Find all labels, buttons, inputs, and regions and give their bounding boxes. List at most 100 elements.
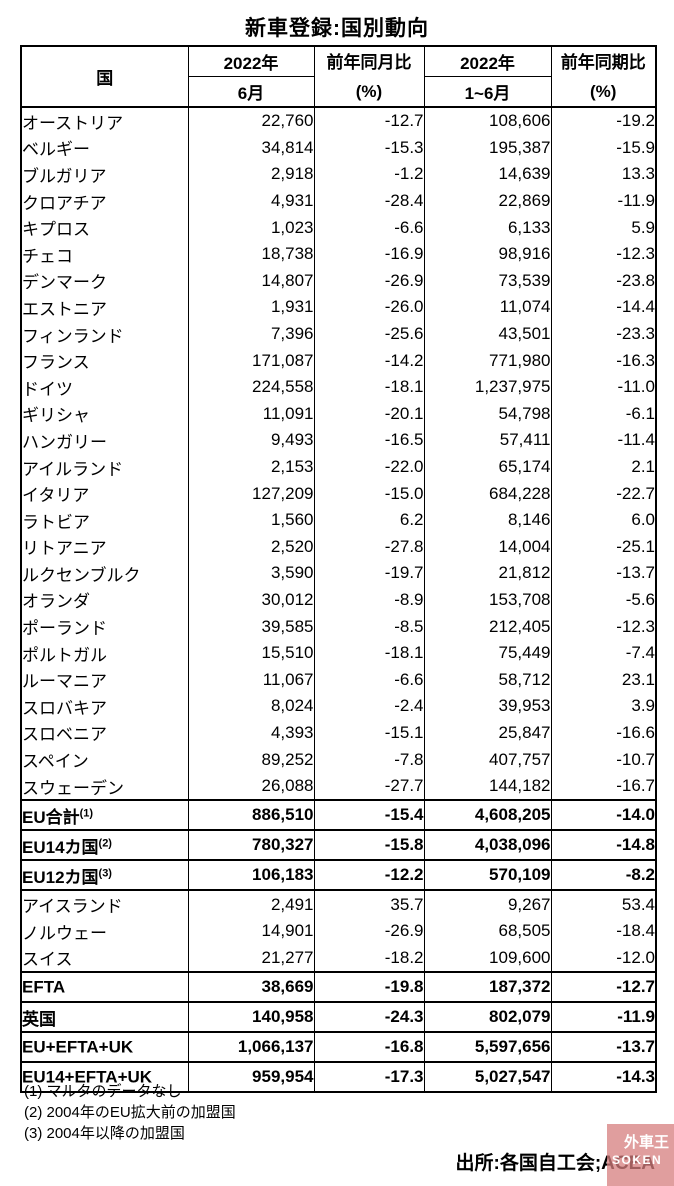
- country-label: EU14カ国: [22, 837, 99, 857]
- country-label: スイス: [22, 950, 73, 970]
- yoy-period-value: -18.4: [550, 918, 656, 945]
- footnote-line: (2) 2004年のEU拡大前の加盟国: [24, 1104, 236, 1121]
- yoy-period-value: 3.9: [550, 693, 656, 720]
- h1-2022-value: 11,074: [423, 294, 551, 321]
- yoy-month-value: -1.2: [313, 161, 424, 188]
- table-row: フランス 171,087 -14.2 771,980 -16.3: [20, 347, 656, 374]
- h1-2022-value: 407,757: [423, 746, 551, 773]
- country-label: アイスランド: [22, 897, 123, 917]
- yoy-period-value: 23.1: [550, 666, 656, 694]
- yoy-month-value: 6.2: [313, 506, 424, 534]
- table-row: エストニア 1,931 -26.0 11,074 -14.4: [20, 294, 656, 321]
- yoy-month-value: -18.1: [313, 639, 424, 667]
- country-label: EU14+EFTA+UK: [22, 1067, 153, 1087]
- h1-2022-value: 14,639: [423, 161, 551, 188]
- country-label: ポルトガル: [22, 645, 107, 665]
- jun-2022-value: 34,814: [187, 134, 314, 162]
- country-label: スロベニア: [22, 725, 107, 745]
- yoy-period-value: -6.1: [550, 400, 656, 428]
- footnote-line: (1) マルタのデータなし: [24, 1083, 182, 1100]
- yoy-month-value: -18.2: [313, 944, 424, 973]
- yoy-period-value: 6.0: [550, 506, 656, 534]
- jun-2022-value: 11,091: [187, 400, 314, 428]
- source-note: 出所:各国自工会;ACEA: [455, 1153, 656, 1174]
- country-label: ギリシャ: [22, 406, 90, 426]
- country-label: フィンランド: [22, 326, 124, 346]
- country-cell: EU14+EFTA+UK: [20, 1061, 188, 1094]
- yoy-period-value: -5.6: [550, 586, 656, 614]
- country-label: デンマーク: [22, 273, 107, 293]
- yoy-period-value: -15.9: [550, 134, 656, 162]
- jun-2022-value: 26,088: [187, 772, 314, 801]
- h1-2022-value: 6,133: [423, 214, 551, 241]
- table-row: ポルトガル 15,510 -18.1 75,449 -7.4: [20, 639, 656, 667]
- country-label: EU+EFTA+UK: [22, 1037, 134, 1057]
- jun-2022-value: 89,252: [187, 746, 314, 773]
- yoy-month-value: -15.3: [313, 134, 424, 162]
- yoy-month-value: -7.8: [313, 746, 424, 773]
- jun-2022-value: 30,012: [187, 586, 314, 614]
- header-yoy-month: 前年同月比 (%): [313, 46, 424, 108]
- jun-2022-value: 18,738: [187, 240, 314, 268]
- table-row: スロベニア 4,393 -15.1 25,847 -16.6: [20, 719, 656, 747]
- table-row: ハンガリー 9,493 -16.5 57,411 -11.4: [20, 427, 656, 454]
- page-title: 新車登録:国別動向: [245, 17, 429, 40]
- jun-2022-value: 38,669: [187, 971, 314, 1004]
- jun-2022-value: 9,493: [187, 427, 314, 454]
- table-row: ノルウェー 14,901 -26.9 68,505 -18.4: [20, 918, 656, 945]
- country-label: ルクセンブルク: [22, 565, 141, 585]
- table-row: EU12カ国(3) 106,183 -12.2 570,109 -8.2: [20, 859, 656, 892]
- country-label: イタリア: [22, 486, 90, 506]
- yoy-period-value: -11.0: [550, 373, 656, 401]
- country-label: エストニア: [22, 299, 107, 319]
- yoy-month-value: -20.1: [313, 400, 424, 428]
- h1-2022-value: 8,146: [423, 506, 551, 534]
- jun-2022-value: 1,066,137: [187, 1031, 314, 1064]
- country-cell: ギリシャ: [20, 400, 188, 428]
- country-cell: リトアニア: [20, 533, 188, 561]
- h1-2022-value: 22,869: [423, 187, 551, 215]
- h1-2022-value: 144,182: [423, 772, 551, 801]
- country-label: ハンガリー: [22, 432, 107, 452]
- country-cell: クロアチア: [20, 187, 188, 215]
- yoy-period-value: 2.1: [550, 453, 656, 481]
- yoy-month-value: -8.9: [313, 586, 424, 614]
- yoy-month-value: -14.2: [313, 347, 424, 374]
- yoy-period-value: -25.1: [550, 533, 656, 561]
- h1-2022-value: 684,228: [423, 480, 551, 507]
- header-country: 国: [20, 46, 188, 108]
- table-row: スペイン 89,252 -7.8 407,757 -10.7: [20, 746, 656, 773]
- yoy-period-value: -23.8: [550, 267, 656, 295]
- country-cell: デンマーク: [20, 267, 188, 295]
- table-row: 英国 140,958 -24.3 802,079 -11.9: [20, 1001, 656, 1034]
- country-cell: ポーランド: [20, 613, 188, 640]
- jun-2022-value: 4,931: [187, 187, 314, 215]
- yoy-period-value: -16.3: [550, 347, 656, 374]
- yoy-period-value: 5.9: [550, 214, 656, 241]
- yoy-period-value: -12.7: [550, 971, 656, 1004]
- h1-2022-value: 187,372: [423, 971, 551, 1004]
- country-cell: フィンランド: [20, 320, 188, 348]
- yoy-month-value: -6.6: [313, 214, 424, 241]
- jun-2022-value: 3,590: [187, 560, 314, 587]
- h1-2022-value: 4,038,096: [423, 829, 551, 862]
- yoy-month-value: -2.4: [313, 693, 424, 720]
- yoy-month-value: -27.7: [313, 772, 424, 801]
- yoy-period-value: -14.0: [550, 799, 656, 832]
- header-jun-label: 6月: [187, 76, 314, 108]
- table-row: チェコ 18,738 -16.9 98,916 -12.3: [20, 240, 656, 268]
- table-body: オーストリア 22,760 -12.7 108,606 -19.2 ベルギー 3…: [20, 107, 656, 1094]
- country-label: スペイン: [22, 752, 89, 772]
- footnote-ref: (1): [79, 807, 94, 820]
- country-label: オーストリア: [22, 113, 124, 133]
- country-cell: スウェーデン: [20, 772, 188, 801]
- jun-2022-value: 2,520: [187, 533, 314, 561]
- country-label: ノルウェー: [22, 923, 107, 943]
- h1-2022-value: 195,387: [423, 134, 551, 162]
- yoy-period-value: -12.3: [550, 613, 656, 640]
- yoy-month-value: -16.9: [313, 240, 424, 268]
- table-row: ドイツ 224,558 -18.1 1,237,975 -11.0: [20, 373, 656, 401]
- country-cell: EU+EFTA+UK: [20, 1031, 188, 1064]
- h1-2022-value: 75,449: [423, 639, 551, 667]
